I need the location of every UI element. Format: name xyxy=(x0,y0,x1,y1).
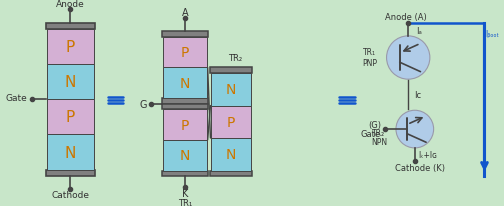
Bar xyxy=(46,65,94,100)
Text: Anode: Anode xyxy=(56,0,85,9)
Bar xyxy=(163,110,207,140)
Bar xyxy=(211,74,251,106)
Text: Gate: Gate xyxy=(361,130,381,139)
Bar xyxy=(46,135,94,170)
Text: Iₖ+Iɢ: Iₖ+Iɢ xyxy=(418,150,437,159)
Bar xyxy=(211,171,252,176)
Text: N: N xyxy=(65,75,76,90)
Bar xyxy=(211,68,252,74)
Bar xyxy=(163,68,207,98)
Text: TR₁: TR₁ xyxy=(178,198,192,206)
Bar xyxy=(46,23,95,30)
Text: N: N xyxy=(180,76,190,90)
Text: NPN: NPN xyxy=(371,137,387,146)
Text: TR₁: TR₁ xyxy=(363,48,376,57)
Bar xyxy=(162,104,208,110)
Text: Iₐ: Iₐ xyxy=(416,27,422,36)
Bar xyxy=(46,100,94,135)
Bar xyxy=(163,38,207,68)
Text: PNP: PNP xyxy=(362,59,377,67)
Text: Iᵦₒₒₜ: Iᵦₒₒₜ xyxy=(485,30,499,39)
Bar xyxy=(46,170,95,176)
Bar xyxy=(46,30,94,65)
Text: K: K xyxy=(182,188,188,198)
Text: P: P xyxy=(66,110,75,125)
Bar xyxy=(162,98,208,104)
Bar xyxy=(162,171,208,176)
Text: Gate: Gate xyxy=(5,94,27,103)
Text: TR₂: TR₂ xyxy=(228,54,242,63)
Text: N: N xyxy=(226,147,236,162)
Text: TR₂: TR₂ xyxy=(372,129,386,138)
Text: N: N xyxy=(65,145,76,160)
Text: P: P xyxy=(227,115,235,129)
Text: P: P xyxy=(66,40,75,55)
Text: Cathode: Cathode xyxy=(51,191,89,200)
Text: N: N xyxy=(180,149,190,162)
Text: (G): (G) xyxy=(368,120,381,129)
Text: P: P xyxy=(181,118,189,132)
Text: Anode (A): Anode (A) xyxy=(386,13,427,21)
Text: G: G xyxy=(140,99,147,109)
Text: N: N xyxy=(226,83,236,97)
Bar xyxy=(162,32,208,38)
Bar xyxy=(211,106,251,138)
Bar xyxy=(163,140,207,171)
Text: Iᴄ: Iᴄ xyxy=(414,91,421,100)
Text: A: A xyxy=(182,8,188,18)
Text: Cathode (K): Cathode (K) xyxy=(395,163,445,172)
Text: P: P xyxy=(181,46,189,60)
Bar xyxy=(211,138,251,171)
Circle shape xyxy=(387,37,430,80)
Circle shape xyxy=(396,111,433,148)
